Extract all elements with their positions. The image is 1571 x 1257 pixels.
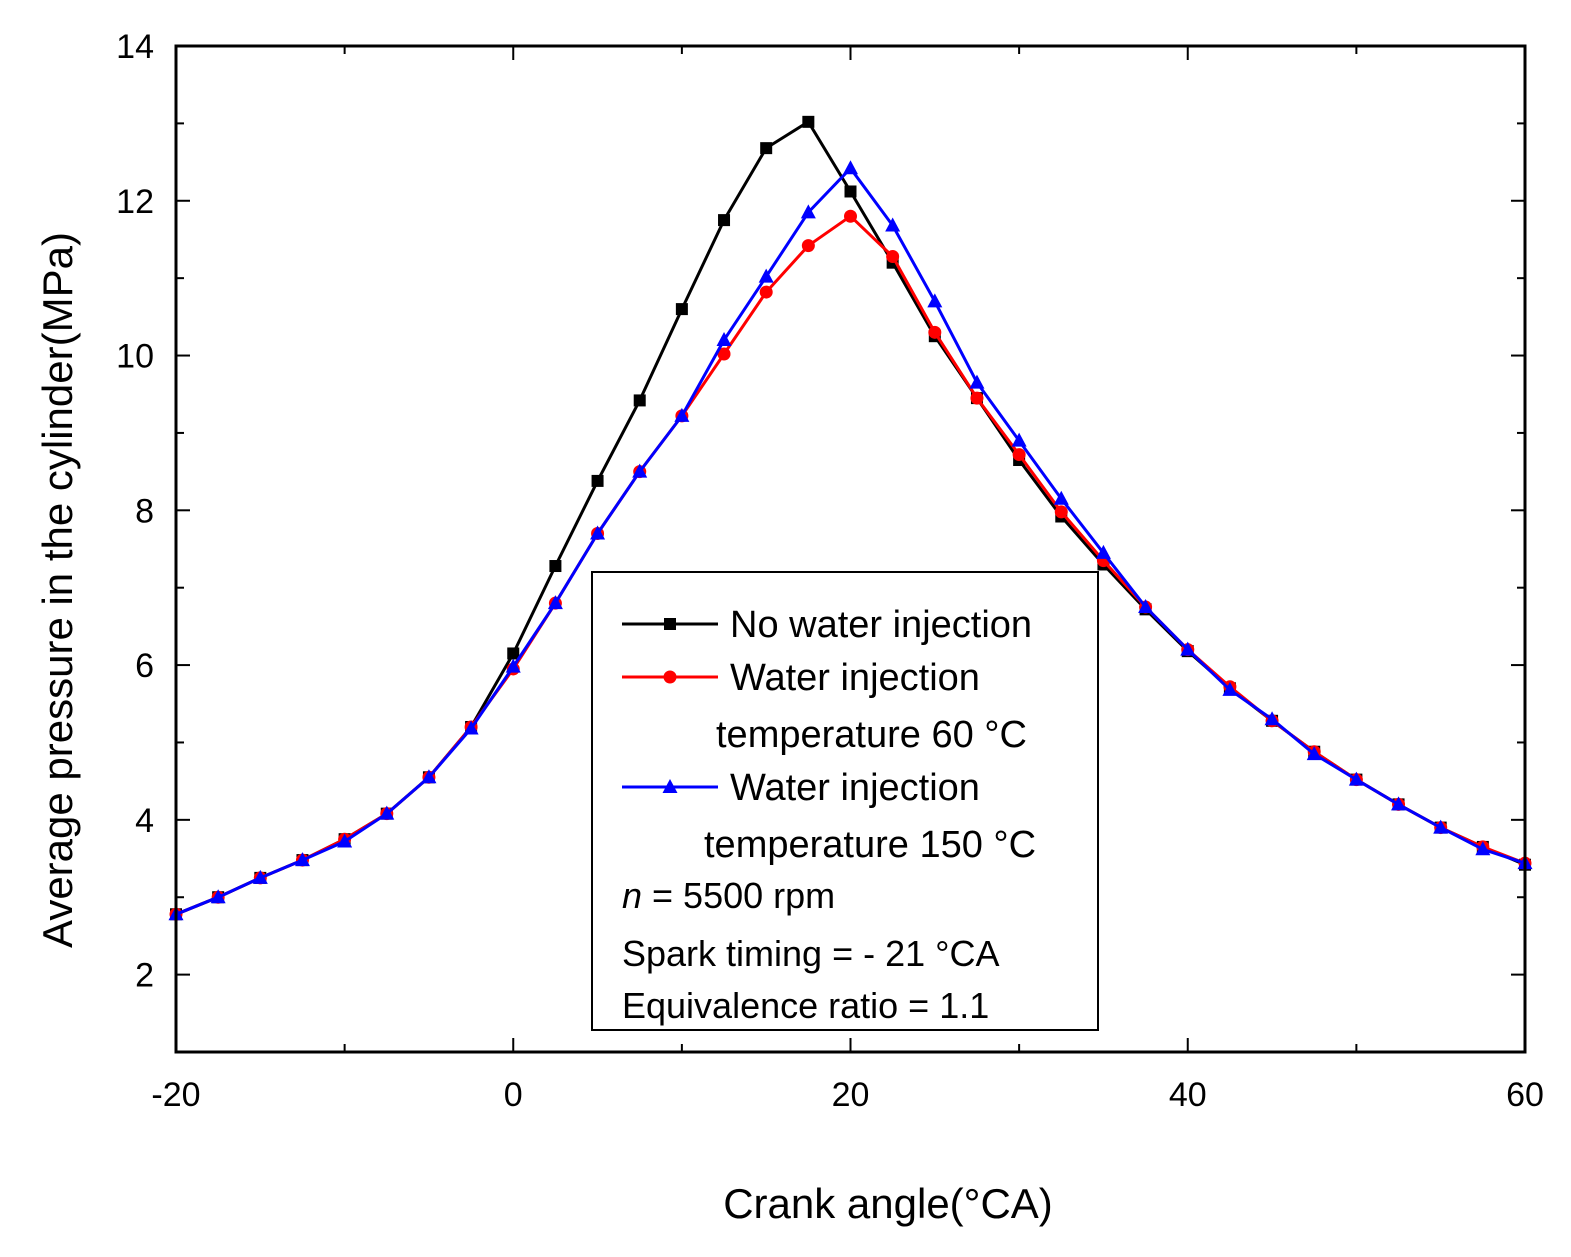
data-point-triangle: [927, 293, 943, 308]
legend-label-2b: temperature 150 °C: [704, 824, 1036, 866]
data-point-triangle: [716, 332, 732, 347]
data-point-triangle: [590, 525, 606, 540]
legend-label-1a: Water injection: [730, 657, 980, 699]
data-point-square: [675, 303, 688, 316]
data-point-triangle: [1475, 841, 1491, 856]
y-tick-label: 4: [135, 802, 154, 840]
legend-marker-square: [664, 618, 676, 630]
legend-label-0: No water injection: [730, 604, 1032, 646]
rpm-symbol: n: [622, 875, 642, 916]
data-point-triangle: [800, 204, 816, 219]
y-tick-label: 14: [116, 28, 154, 66]
data-point-circle: [717, 347, 731, 361]
rpm-note: n = 5500 rpm: [622, 875, 835, 916]
data-point-triangle: [210, 889, 226, 904]
y-tick-label: 6: [135, 647, 154, 685]
x-tick-label: 40: [1169, 1076, 1207, 1114]
legend-label-2a: Water injection: [730, 767, 980, 809]
data-point-square: [760, 142, 773, 155]
data-point-circle: [928, 325, 942, 339]
data-point-triangle: [1264, 711, 1280, 726]
data-point-triangle: [1391, 796, 1407, 811]
data-point-triangle: [252, 869, 268, 884]
legend-box: [591, 571, 1099, 1031]
legend-marker-triangle: [662, 779, 678, 793]
data-point-circle: [1012, 448, 1026, 462]
data-point-triangle: [294, 852, 310, 867]
data-point-square: [633, 394, 646, 407]
data-point-triangle: [505, 658, 521, 673]
y-tick-label: 8: [135, 492, 154, 530]
data-point-circle: [844, 209, 857, 223]
legend-entry-0: No water injection: [622, 604, 1032, 646]
legend-entry-1: Water injection temperature 60 °C: [622, 657, 1027, 756]
data-point-triangle: [379, 805, 395, 820]
data-point-triangle: [421, 769, 437, 784]
data-point-circle: [886, 249, 900, 263]
data-point-triangle: [1306, 746, 1322, 761]
data-point-triangle: [547, 595, 563, 610]
x-tick-label: 0: [504, 1076, 523, 1114]
data-point-triangle: [1180, 641, 1196, 656]
data-point-square: [844, 185, 857, 198]
data-point-circle: [970, 391, 984, 405]
data-point-triangle: [885, 217, 901, 232]
legend-entry-2: Water injection temperature 150 °C: [622, 767, 1036, 866]
data-point-triangle: [1053, 490, 1069, 505]
spark-timing-note: Spark timing = - 21 °CA: [622, 933, 1000, 974]
equivalence-ratio-note: Equivalence ratio = 1.1: [622, 985, 989, 1026]
data-point-triangle: [463, 720, 479, 735]
data-point-triangle: [632, 463, 648, 478]
data-point-triangle: [1138, 599, 1154, 614]
y-tick-label: 10: [116, 338, 154, 376]
tick-labels: -20 0 20 40 60 2 4 6 8 10 12 14: [116, 28, 1544, 1114]
plot-frame: [174, 44, 1527, 1054]
legend-marker-circle: [663, 670, 677, 684]
data-point-circle: [1054, 505, 1068, 519]
legend: No water injection Water injection tempe…: [591, 571, 1099, 1031]
data-point-circle: [801, 239, 815, 253]
x-tick-label: 60: [1506, 1076, 1544, 1114]
x-tick-label: 20: [832, 1076, 870, 1114]
data-point-triangle: [1433, 819, 1449, 834]
data-point-triangle: [1095, 544, 1111, 559]
rpm-value: = 5500 rpm: [642, 875, 835, 916]
data-point-circle: [759, 285, 773, 299]
data-point-triangle: [337, 833, 353, 848]
legend-label-1b: temperature 60 °C: [716, 714, 1027, 756]
data-point-square: [549, 560, 562, 573]
y-axis-title: Average pressure in the cylinder(MPa): [34, 232, 81, 948]
data-point-triangle: [969, 374, 985, 389]
data-point-square: [591, 474, 604, 487]
y-tick-label: 12: [116, 183, 154, 221]
data-point-square: [802, 115, 815, 128]
x-axis-title: Crank angle(°CA): [723, 1180, 1053, 1227]
data-point-triangle: [1348, 771, 1364, 786]
data-point-triangle: [1011, 432, 1027, 447]
data-point-square: [718, 214, 731, 227]
x-tick-label: -20: [151, 1076, 200, 1114]
data-point-triangle: [674, 407, 690, 422]
data-point-square: [507, 647, 520, 660]
data-point-triangle: [758, 268, 774, 283]
data-point-triangle: [843, 160, 858, 175]
data-point-triangle: [1222, 681, 1238, 696]
y-tick-label: 2: [135, 957, 154, 995]
